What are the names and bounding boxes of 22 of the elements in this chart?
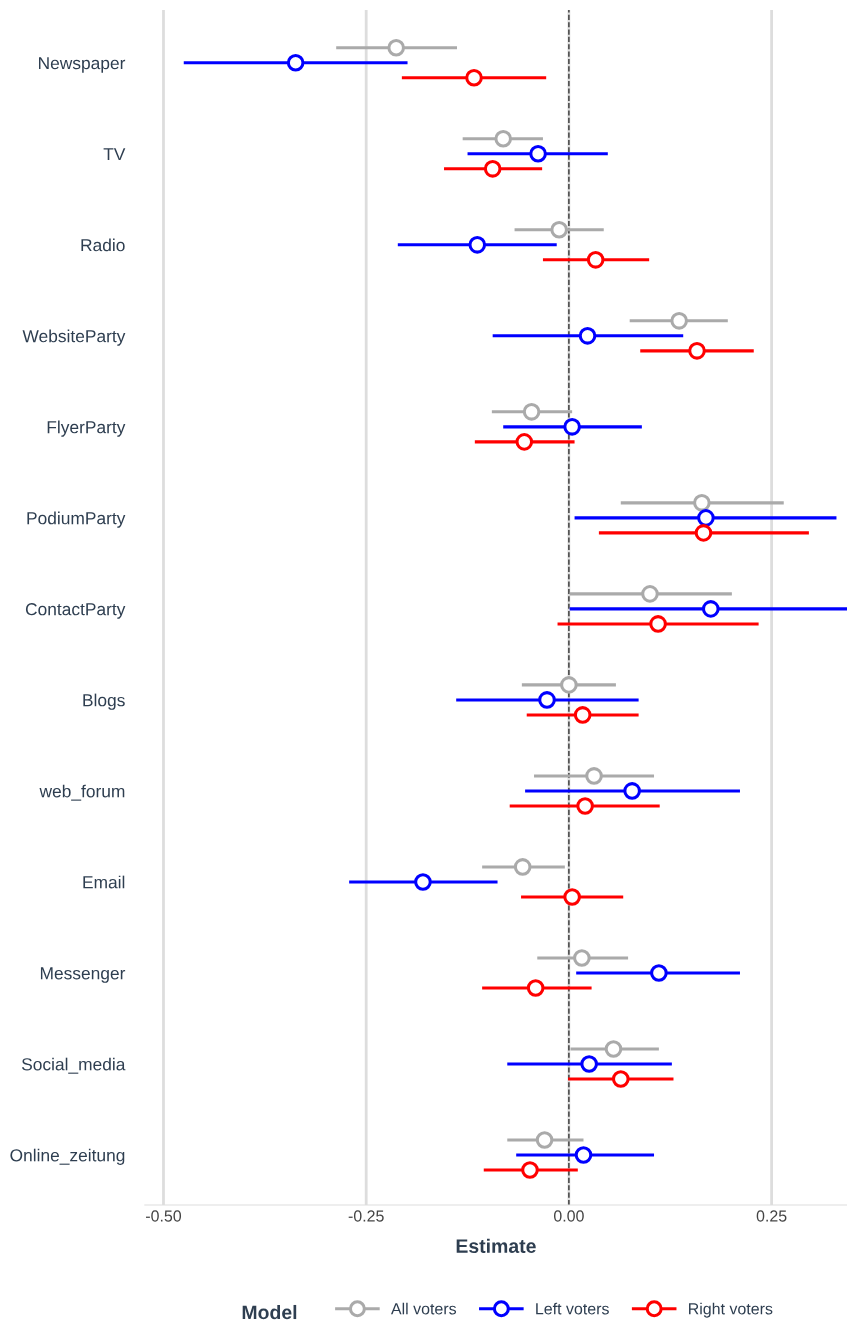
y-tick-label: Radio — [81, 238, 125, 252]
y-tick-label: Social_media — [21, 1057, 126, 1074]
y-tick-label: PodiumParty — [27, 511, 126, 528]
y-tick-label: Messenger — [40, 967, 126, 983]
y-tick-label: Online_zeitung — [10, 1148, 125, 1165]
y-tick-label: Email — [83, 875, 125, 889]
x-tick-label: 0.00 — [553, 1210, 584, 1222]
x-tick-label: 0.25 — [756, 1210, 787, 1222]
y-tick-label: FlyerParty — [47, 420, 126, 437]
legend-title: Model — [242, 1304, 297, 1320]
legend-label: Right voters — [689, 1302, 773, 1318]
y-tick-label: ContactParty — [25, 603, 126, 619]
legend-label: All voters — [390, 1302, 457, 1315]
y-tick-label: Blogs — [83, 693, 125, 710]
y-tick-label: web_forum — [39, 784, 125, 801]
x-axis-title: Estimate — [456, 1238, 536, 1253]
y-tick-label: TV — [103, 148, 126, 161]
y-tick-label: Newspaper — [39, 57, 126, 73]
x-tick-label: -0.50 — [145, 1210, 182, 1222]
y-tick-label: WebsiteParty — [22, 329, 126, 346]
x-tick-label: -0.25 — [348, 1210, 384, 1222]
legend-label: Left voters — [536, 1302, 609, 1315]
